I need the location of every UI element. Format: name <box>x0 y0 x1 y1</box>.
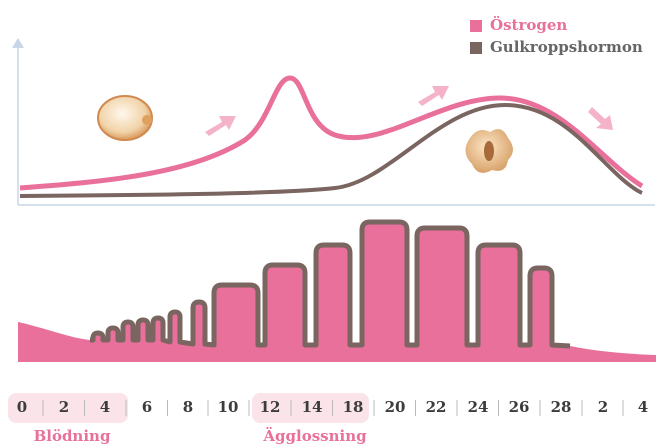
arrow <box>418 86 449 106</box>
day-label: 24 <box>468 398 489 416</box>
bleeding-highlight <box>8 393 128 423</box>
phase-label: Blödning <box>34 427 111 445</box>
day-label: 12 <box>260 398 281 416</box>
legend-swatch <box>470 20 482 32</box>
ovulation-highlight <box>252 393 369 423</box>
day-label: 22 <box>426 398 447 416</box>
day-label: 6 <box>142 398 152 416</box>
arrow <box>588 107 613 130</box>
day-label: 4 <box>100 398 110 416</box>
phase-label: Ägglossning <box>262 426 367 445</box>
day-label: 8 <box>183 398 193 416</box>
arrow <box>205 116 236 136</box>
day-label: 28 <box>551 398 572 416</box>
day-label: 14 <box>302 398 323 416</box>
legend-swatch <box>470 42 482 54</box>
estrogen-curve <box>19 75 644 191</box>
legend-label: Gulkroppshormon <box>490 38 643 56</box>
day-label: 2 <box>59 398 69 416</box>
day-label: 0 <box>17 398 27 416</box>
day-label: 10 <box>218 398 239 416</box>
day-label: 18 <box>343 398 364 416</box>
day-label: 4 <box>638 398 648 416</box>
legend-label: Östrogen <box>490 15 567 34</box>
corpus-luteum-core <box>484 141 494 161</box>
day-label: 2 <box>598 398 608 416</box>
egg-icon <box>97 95 153 141</box>
y-arrow <box>12 38 24 48</box>
progesterone-curve <box>19 102 643 198</box>
day-label: 26 <box>509 398 530 416</box>
egg-nucleus <box>142 115 152 125</box>
day-label: 20 <box>385 398 406 416</box>
endometrium-outline <box>90 219 571 349</box>
